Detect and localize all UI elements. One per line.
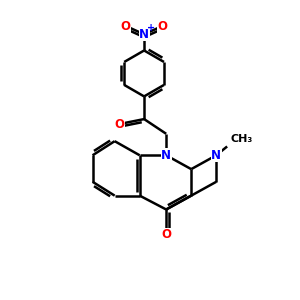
Text: O: O (114, 118, 124, 130)
Text: N: N (139, 28, 149, 41)
Text: O: O (161, 228, 171, 241)
Text: +: + (146, 23, 155, 33)
Text: N: N (211, 149, 221, 162)
Text: N: N (161, 149, 171, 162)
Text: O: O (121, 20, 131, 32)
Text: CH₃: CH₃ (230, 134, 252, 143)
Text: O: O (158, 20, 167, 32)
